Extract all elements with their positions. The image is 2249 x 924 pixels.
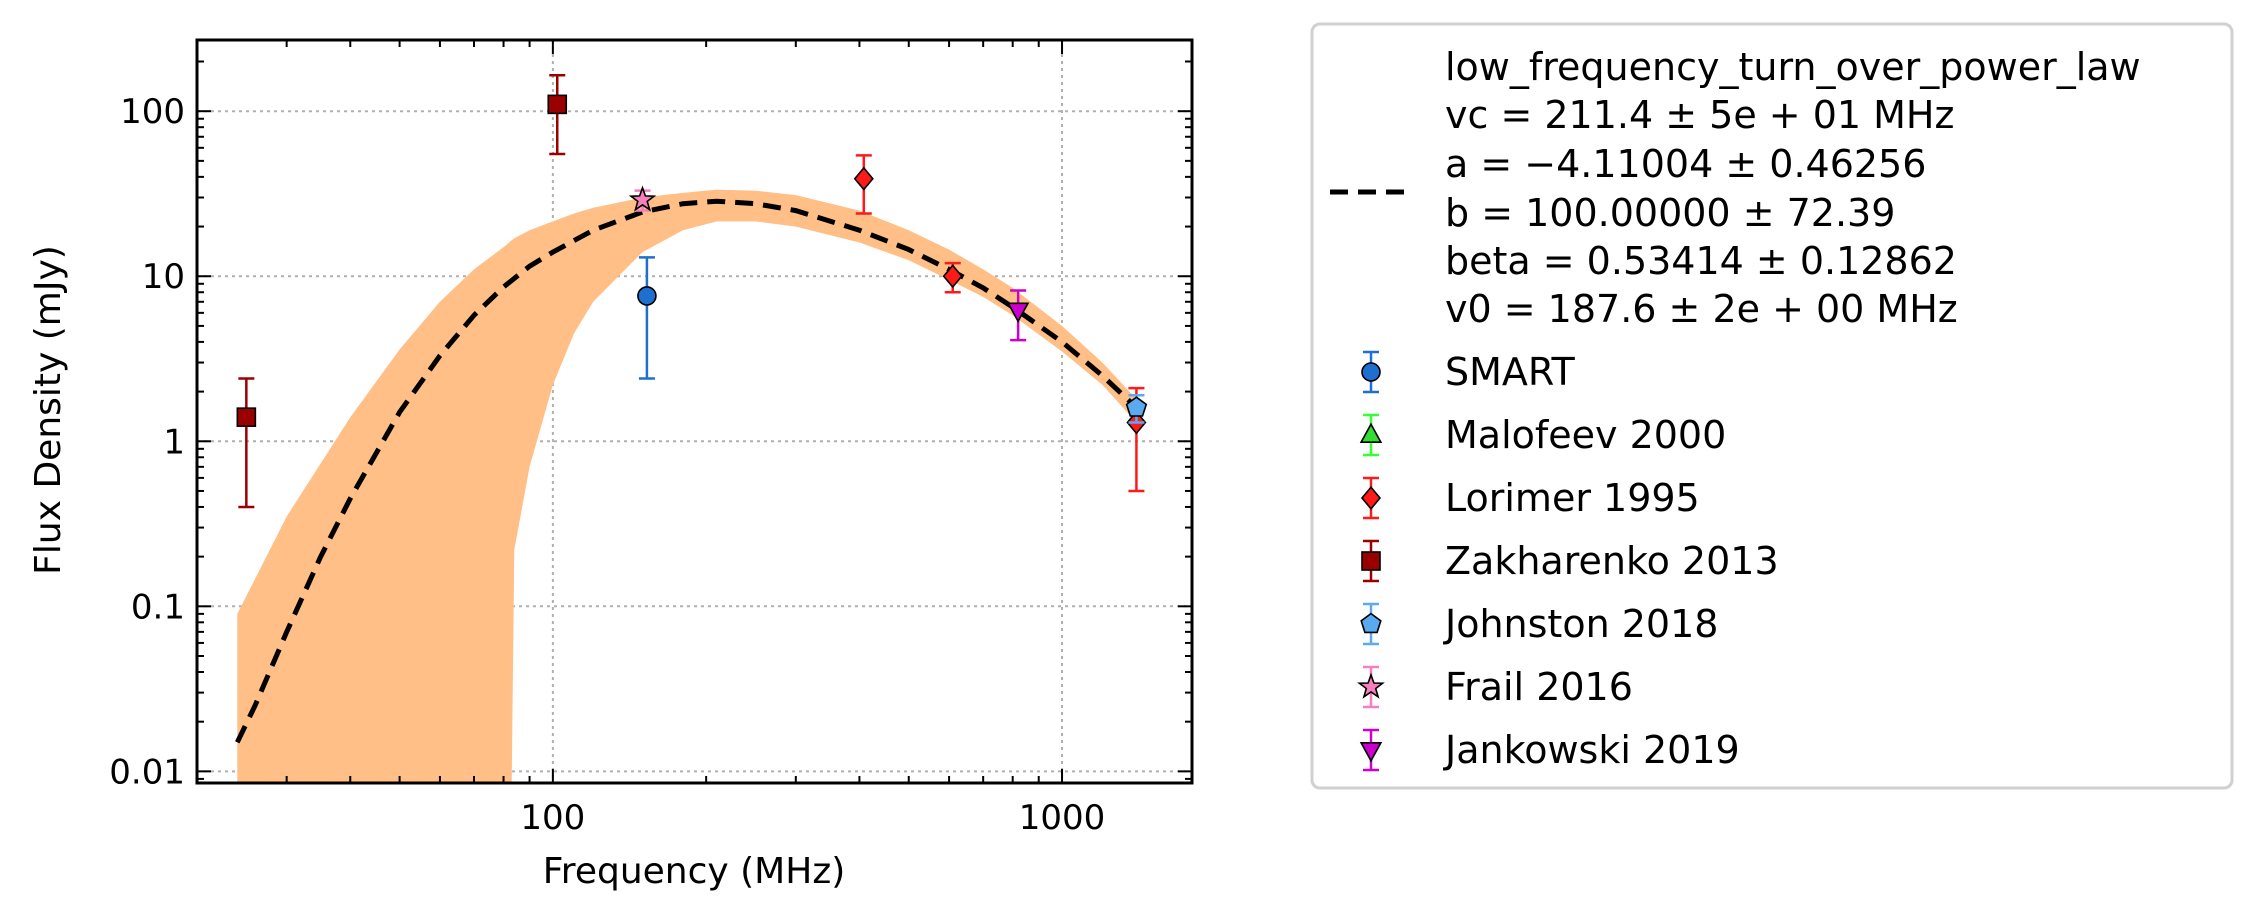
legend-entry: Johnston 2018 <box>1360 602 1718 646</box>
data-points-layer <box>236 74 1148 509</box>
legend-marker-star <box>1357 672 1385 699</box>
fit-uncertainty-band-layer <box>237 189 1137 784</box>
legend-label: Lorimer 1995 <box>1445 476 1700 520</box>
legend-marker-triangle-up <box>1359 422 1383 444</box>
legend-fit-param-v0: v0 = 187.6 ± 2e + 00 MHz <box>1445 287 1958 331</box>
legend-entry: Lorimer 1995 <box>1360 476 1700 520</box>
legend-label: Frail 2016 <box>1445 665 1633 709</box>
legend-fit-name: low_frequency_turn_over_power_law <box>1445 45 2141 89</box>
y-tick-label: 100 <box>120 92 185 132</box>
legend-entry: Frail 2016 <box>1357 665 1633 709</box>
data-errorbar <box>549 74 566 156</box>
legend-fit-param-a: a = −4.11004 ± 0.46256 <box>1445 142 1926 186</box>
legend-marker-triangle-down <box>1359 741 1383 763</box>
x-tick-label: 1000 <box>1019 798 1106 838</box>
legend-entry: Zakharenko 2013 <box>1361 539 1779 583</box>
x-axis-title: Frequency (MHz) <box>543 851 846 892</box>
legend-marker-square <box>1361 551 1381 571</box>
data-errorbar <box>238 377 255 509</box>
y-tick-label: 1 <box>163 422 185 462</box>
legend-marker-pentagon <box>1360 612 1382 634</box>
legend-entries: SMART Malofeev 2000 Lorimer 1995 Zakharenko… <box>1357 350 1779 772</box>
fit-uncertainty-band <box>237 189 1137 784</box>
legend-label: Jankowski 2019 <box>1443 728 1740 772</box>
data-point-star <box>628 185 657 212</box>
legend-fit-param-beta: beta = 0.53414 ± 0.12862 <box>1445 239 1957 283</box>
legend-entry: Jankowski 2019 <box>1359 728 1740 772</box>
data-point-square <box>547 94 568 115</box>
legend-marker-diamond <box>1360 485 1382 511</box>
data-point-diamond <box>942 264 963 289</box>
data-point-diamond <box>853 166 874 191</box>
legend-label: Malofeev 2000 <box>1445 413 1726 457</box>
legend-marker-circle <box>1361 362 1381 382</box>
plot-frame <box>195 38 1194 785</box>
data-errorbar <box>638 256 655 380</box>
fit-curve <box>235 198 1139 744</box>
axes-layer: 100 1000 0.01 0.1 1 10 100 <box>109 38 1194 838</box>
legend-entry: SMART <box>1361 350 1576 394</box>
legend-label: Johnston 2018 <box>1443 602 1718 646</box>
legend-entry: Malofeev 2000 <box>1359 413 1726 457</box>
legend-label: Zakharenko 2013 <box>1445 539 1779 583</box>
y-axis-title: Flux Density (mJy) <box>28 245 69 575</box>
grid-layer <box>197 40 1192 783</box>
data-point-triangle-down <box>1006 302 1030 323</box>
data-point-circle <box>637 286 657 306</box>
y-tick-label: 10 <box>142 257 185 297</box>
fit-curve-layer <box>235 198 1139 744</box>
legend-label: SMART <box>1445 350 1576 394</box>
x-tick-label: 100 <box>520 798 585 838</box>
data-point-square <box>236 407 257 427</box>
data-point-pentagon <box>1125 396 1148 417</box>
legend-frame <box>1310 22 2234 790</box>
legend-fit-param-vc: vc = 211.4 ± 5e + 01 MHz <box>1445 93 1954 137</box>
y-tick-label: 0.1 <box>131 587 185 627</box>
legend-fit-param-b: b = 100.00000 ± 72.39 <box>1445 191 1895 235</box>
y-tick-label: 0.01 <box>109 752 185 792</box>
legend: low_frequency_turn_over_power_law vc = 2… <box>1310 22 2234 790</box>
